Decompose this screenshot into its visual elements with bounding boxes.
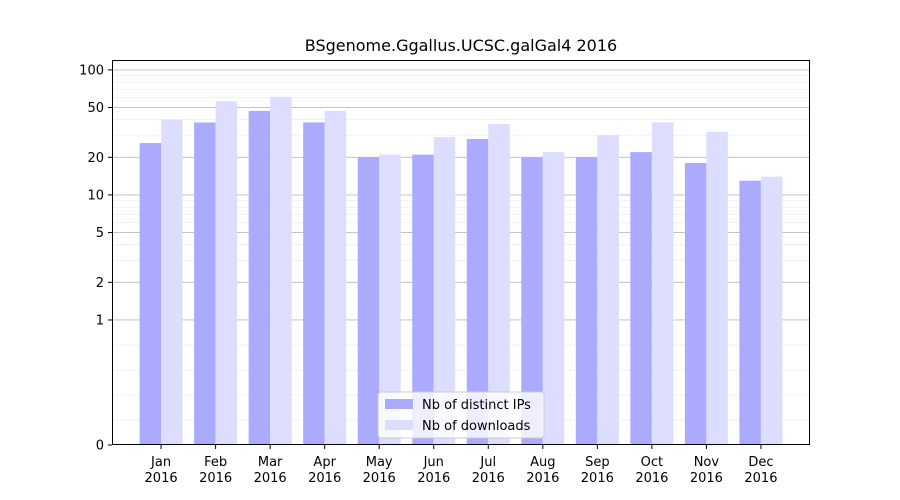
bar-ips [412,154,434,446]
legend-label: Nb of distinct IPs [422,398,531,413]
x-axis: Jan2016Feb2016Mar2016Apr2016May2016Jun20… [145,445,777,486]
x-tick-label-year: 2016 [472,471,505,486]
legend-box [377,391,545,439]
legend: Nb of distinct IPs Nb of downloads [377,391,545,439]
chart-title: BSgenome.Ggallus.UCSC.galGal4 2016 [305,36,617,55]
y-tick-label: 100 [79,63,104,78]
x-tick-label-year: 2016 [744,471,777,486]
y-tick-label: 1 [96,313,104,328]
legend-swatch [385,399,413,409]
bar-ips [521,157,543,445]
bar-ips [739,180,761,445]
x-tick-label-year: 2016 [308,471,341,486]
y-tick-label: 5 [96,226,104,241]
bar-downloads [379,154,401,446]
bar-downloads [760,176,783,445]
x-tick-label-month: Apr [313,455,336,470]
x-tick-label-year: 2016 [526,471,559,486]
legend-label: Nb of downloads [422,419,531,434]
bar-downloads [597,135,619,445]
y-axis: 0 1 2 5 10 20 50 100 [79,63,112,454]
bar-downloads [488,123,510,445]
plot-frame [112,60,810,445]
x-tick-label-month: Oct [641,455,663,470]
bar-ips [357,157,380,445]
bar-ips [303,122,325,445]
x-tick-label-month: May [366,455,393,470]
bar-ips [139,143,162,445]
bar-ips [684,163,707,445]
x-tick-label-year: 2016 [581,471,614,486]
x-tick-label-month: Jan [150,455,171,470]
bar-ips [248,110,271,445]
bar-downloads [433,137,456,445]
legend-swatch [385,420,413,430]
x-tick-label-year: 2016 [254,471,287,486]
bar-ips [466,139,489,445]
x-tick-label-month: Nov [694,455,720,470]
x-tick-label-year: 2016 [145,471,178,486]
bar-downloads [161,119,183,446]
y-tick-label: 50 [87,101,104,116]
x-tick-label-month: Sep [585,455,610,470]
x-tick-label-month: Aug [530,455,555,470]
bar-downloads [542,152,565,445]
x-tick-label-year: 2016 [199,471,232,486]
y-tick-label: 0 [96,439,104,454]
y-tick-label: 20 [87,151,104,166]
x-tick-label-year: 2016 [635,471,668,486]
bars [139,96,783,446]
bar-downloads [324,110,347,445]
bar-ips [630,152,652,445]
x-tick-label-year: 2016 [363,471,396,486]
x-tick-label-year: 2016 [417,471,450,486]
y-tick-label: 10 [87,188,104,203]
bar-downloads [270,96,292,445]
bar-downloads [651,122,674,445]
bar-ips [575,157,598,445]
x-tick-label-year: 2016 [690,471,723,486]
x-tick-label-month: Dec [748,455,773,470]
bar-ips [194,122,216,445]
bar-downloads [706,131,728,445]
x-tick-label-month: Feb [204,455,227,470]
y-tick-label: 2 [96,276,104,291]
x-tick-label-month: Mar [258,455,283,470]
bar-downloads [215,101,238,445]
x-tick-label-month: Jun [423,455,444,470]
x-tick-label-month: Jul [479,455,496,470]
